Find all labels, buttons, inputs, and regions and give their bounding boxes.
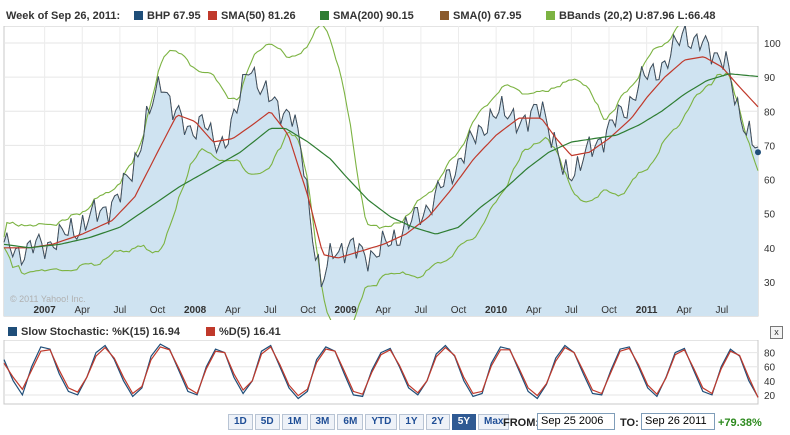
price-x-tick-17: Apr (676, 305, 692, 316)
price-x-tick-13: Apr (526, 305, 542, 316)
price-x-tick-16: 2011 (636, 305, 658, 316)
price-x-tick-12: 2010 (485, 305, 508, 316)
legend-swatch-d (206, 327, 215, 336)
price-x-tick-10: Jul (414, 305, 427, 316)
price-y-tick-7: 100 (764, 39, 781, 50)
bband-lower-line (3, 72, 759, 320)
legend-swatch-sma0 (440, 11, 449, 20)
series-line-bhp (3, 26, 759, 288)
range-button-2y[interactable]: 2Y (425, 414, 450, 430)
osc-y-tick-0: 20 (764, 391, 776, 402)
from-label: FROM: (503, 417, 540, 429)
legend-item-bbands[interactable]: BBands (20,2) U:87.96 L:66.48 (546, 10, 716, 22)
last-price-marker (755, 149, 761, 156)
bband-upper-line (3, 26, 679, 238)
price-x-tick-7: Oct (300, 305, 316, 316)
legend-label-sma50: SMA(50) 81.26 (221, 10, 296, 22)
price-y-ticks: 30 40 50 60 70 80 90 100 (764, 39, 781, 289)
legend-label-sma200: SMA(200) 90.15 (333, 10, 414, 22)
oscillator-legend: Slow Stochastic: %K(15) 16.94 %D(5) 16.4… (0, 324, 790, 340)
price-area-fill (4, 26, 758, 316)
price-x-tick-11: Oct (451, 305, 467, 316)
price-x-tick-5: Apr (225, 305, 241, 316)
oscillator-frame (3, 340, 759, 405)
legend-label-sma0: SMA(0) 67.95 (453, 10, 522, 22)
price-x-tick-0: 2007 (34, 305, 57, 316)
range-button-1d[interactable]: 1D (228, 414, 253, 430)
range-button-5d[interactable]: 5D (254, 414, 280, 430)
legend-label-d: %D(5) 16.41 (219, 326, 281, 338)
price-y-tick-0: 30 (764, 278, 776, 289)
price-x-tick-1: Apr (74, 305, 90, 316)
osc-y-tick-1: 40 (764, 377, 776, 388)
legend-swatch-sma200 (320, 11, 329, 20)
price-x-tick-18: Jul (715, 305, 728, 316)
legend-label-k: Slow Stochastic: %K(15) 16.94 (21, 326, 180, 338)
legend-swatch-k (8, 327, 17, 336)
range-button-1m[interactable]: 1M (281, 414, 308, 430)
watermark: © 2011 Yahoo! Inc. (10, 294, 86, 304)
range-button-ytd[interactable]: YTD (365, 414, 398, 430)
series-line-sma50 (4, 56, 759, 259)
legend-label-bhp: BHP 67.95 (147, 10, 201, 22)
price-x-tick-14: Jul (565, 305, 578, 316)
oscillator-series (3, 343, 759, 400)
price-y-tick-6: 90 (764, 73, 776, 84)
legend-swatch-sma50 (208, 11, 217, 20)
range-button-1y[interactable]: 1Y (399, 414, 424, 430)
price-x-tick-6: Jul (264, 305, 277, 316)
range-button-max[interactable]: Max (478, 414, 510, 430)
to-label: TO: (620, 417, 639, 429)
bollinger-bands (3, 26, 759, 320)
range-button-6m[interactable]: 6M (337, 414, 364, 430)
from-date-input[interactable] (537, 413, 615, 430)
chart-legend: Week of Sep 26, 2011: BHP 67.95 SMA(50) … (0, 2, 790, 26)
price-x-tick-8: 2009 (335, 305, 358, 316)
range-button-5y[interactable]: 5Y (451, 414, 477, 430)
price-x-tick-9: Apr (375, 305, 391, 316)
price-y-tick-5: 80 (764, 107, 776, 118)
price-y-tick-2: 50 (764, 210, 776, 221)
series-line-sma200 (3, 73, 759, 249)
legend-item-sma50[interactable]: SMA(50) 81.26 (208, 10, 296, 22)
legend-item-sma200[interactable]: SMA(200) 90.15 (320, 10, 414, 22)
close-oscillator-button[interactable]: x (770, 326, 783, 339)
osc-y-tick-3: 80 (764, 349, 776, 360)
to-date-input[interactable] (641, 413, 715, 430)
oscillator-chart[interactable]: 20 40 60 80 (0, 340, 790, 406)
legend-item-bhp[interactable]: BHP 67.95 (134, 10, 201, 22)
price-y-tick-1: 40 (764, 244, 776, 255)
price-x-ticks: 2007 Apr Jul Oct 2008 Apr Jul Oct 2009 Apr Jul Oct 2… (34, 305, 729, 316)
legend-week-label: Week of Sep 26, 2011: (6, 10, 121, 22)
legend-item-d[interactable]: %D(5) 16.41 (206, 326, 281, 338)
oscillator-y-ticks: 20 40 60 80 (764, 349, 776, 402)
legend-swatch-bbands (546, 11, 555, 20)
percent-change: +79.38% (718, 417, 762, 429)
price-x-tick-3: Oct (150, 305, 166, 316)
legend-swatch-bhp (134, 11, 143, 20)
range-button-3m[interactable]: 3M (309, 414, 336, 430)
legend-item-k[interactable]: Slow Stochastic: %K(15) 16.94 (8, 326, 180, 338)
price-chart[interactable]: 30 40 50 60 70 80 90 100 2007 Apr Jul Oct 2008 Apr Ju… (0, 26, 790, 320)
price-x-tick-4: 2008 (184, 305, 207, 316)
osc-y-tick-2: 60 (764, 363, 776, 374)
series-line-d (3, 345, 759, 398)
price-series (3, 26, 761, 288)
legend-item-sma0[interactable]: SMA(0) 67.95 (440, 10, 521, 22)
legend-label-bbands: BBands (20,2) U:87.96 L:66.48 (559, 10, 716, 22)
price-x-tick-2: Jul (113, 305, 126, 316)
price-y-tick-4: 70 (764, 141, 776, 152)
range-selector: 1D 5D 1M 3M 6M YTD 1Y 2Y 5Y Max (228, 414, 511, 430)
price-x-tick-15: Oct (601, 305, 617, 316)
price-y-tick-3: 60 (764, 176, 776, 187)
